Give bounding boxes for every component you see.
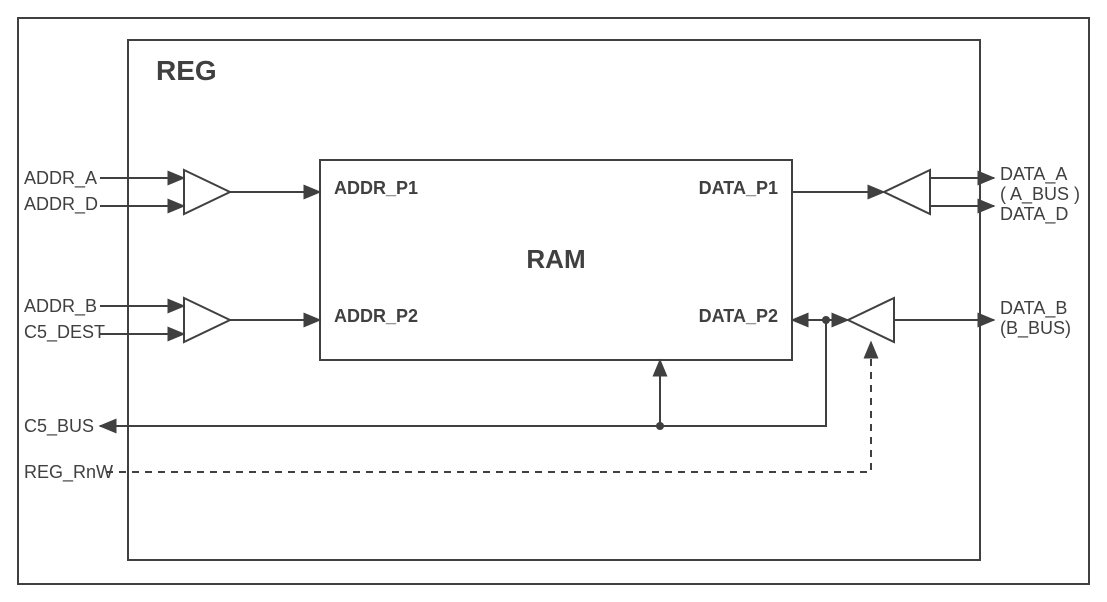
label-c5_bus: C5_BUS: [24, 416, 94, 437]
label-addr_a: ADDR_A: [24, 168, 97, 189]
ram-port-data_p1: DATA_P1: [699, 178, 778, 198]
label-a_bus: ( A_BUS ): [1000, 184, 1080, 205]
buf_addr_bot-buffer-icon: [184, 298, 230, 342]
label-b_bus: (B_BUS): [1000, 318, 1071, 339]
label-data_d: DATA_D: [1000, 204, 1068, 225]
ram-port-data_p2: DATA_P2: [699, 306, 778, 326]
label-data_b: DATA_B: [1000, 298, 1067, 319]
ram-title: RAM: [526, 244, 585, 274]
label-data_a: DATA_A: [1000, 164, 1067, 185]
ram-port-addr_p1: ADDR_P1: [334, 178, 418, 198]
label-c5_dest: C5_DEST: [24, 322, 105, 343]
wire-c5_bus: [100, 320, 826, 426]
outer-frame: [18, 18, 1089, 584]
buf_data_top-buffer-icon: [884, 170, 930, 214]
wire-reg_rnw: [106, 342, 871, 472]
junction-dot: [822, 316, 830, 324]
reg-block-diagram: REG RAM ADDR_P1 ADDR_P2 DATA_P1 DATA_P2 ADDR_A…: [0, 0, 1107, 602]
buf_addr_top-buffer-icon: [184, 170, 230, 214]
label-addr_d: ADDR_D: [24, 194, 98, 215]
label-reg_rnw: REG_RnW: [24, 462, 113, 483]
junction-dot: [656, 422, 664, 430]
ram-port-addr_p2: ADDR_P2: [334, 306, 418, 326]
label-addr_b: ADDR_B: [24, 296, 97, 317]
buf_data_bot-buffer-icon: [848, 298, 894, 342]
reg-box: [128, 40, 980, 560]
reg-title: REG: [156, 55, 217, 86]
